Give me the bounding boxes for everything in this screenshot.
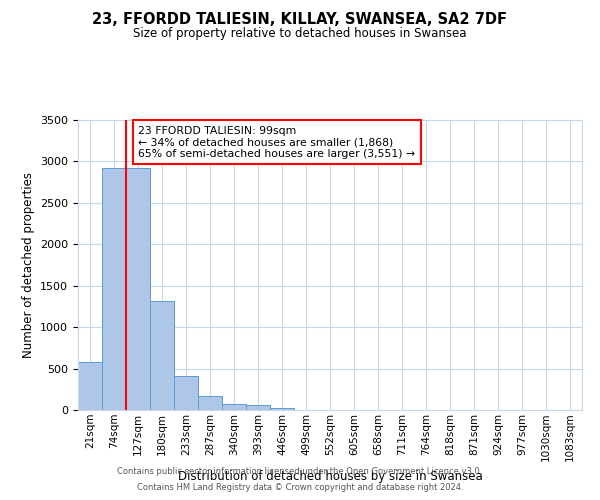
Bar — [102, 168, 126, 410]
Bar — [126, 168, 150, 410]
Text: Contains HM Land Registry data © Crown copyright and database right 2024.: Contains HM Land Registry data © Crown c… — [137, 482, 463, 492]
Text: Size of property relative to detached houses in Swansea: Size of property relative to detached ho… — [133, 28, 467, 40]
Bar — [150, 302, 174, 410]
Y-axis label: Number of detached properties: Number of detached properties — [22, 172, 35, 358]
Text: Contains public sector information licensed under the Open Government Licence v3: Contains public sector information licen… — [118, 468, 482, 476]
X-axis label: Distribution of detached houses by size in Swansea: Distribution of detached houses by size … — [178, 470, 482, 482]
Bar — [270, 408, 294, 410]
Bar — [222, 404, 246, 410]
Bar — [198, 396, 222, 410]
Text: 23 FFORDD TALIESIN: 99sqm
← 34% of detached houses are smaller (1,868)
65% of se: 23 FFORDD TALIESIN: 99sqm ← 34% of detac… — [139, 126, 416, 159]
Bar — [246, 406, 270, 410]
Bar — [174, 376, 198, 410]
Text: 23, FFORDD TALIESIN, KILLAY, SWANSEA, SA2 7DF: 23, FFORDD TALIESIN, KILLAY, SWANSEA, SA… — [92, 12, 508, 28]
Bar — [78, 362, 102, 410]
